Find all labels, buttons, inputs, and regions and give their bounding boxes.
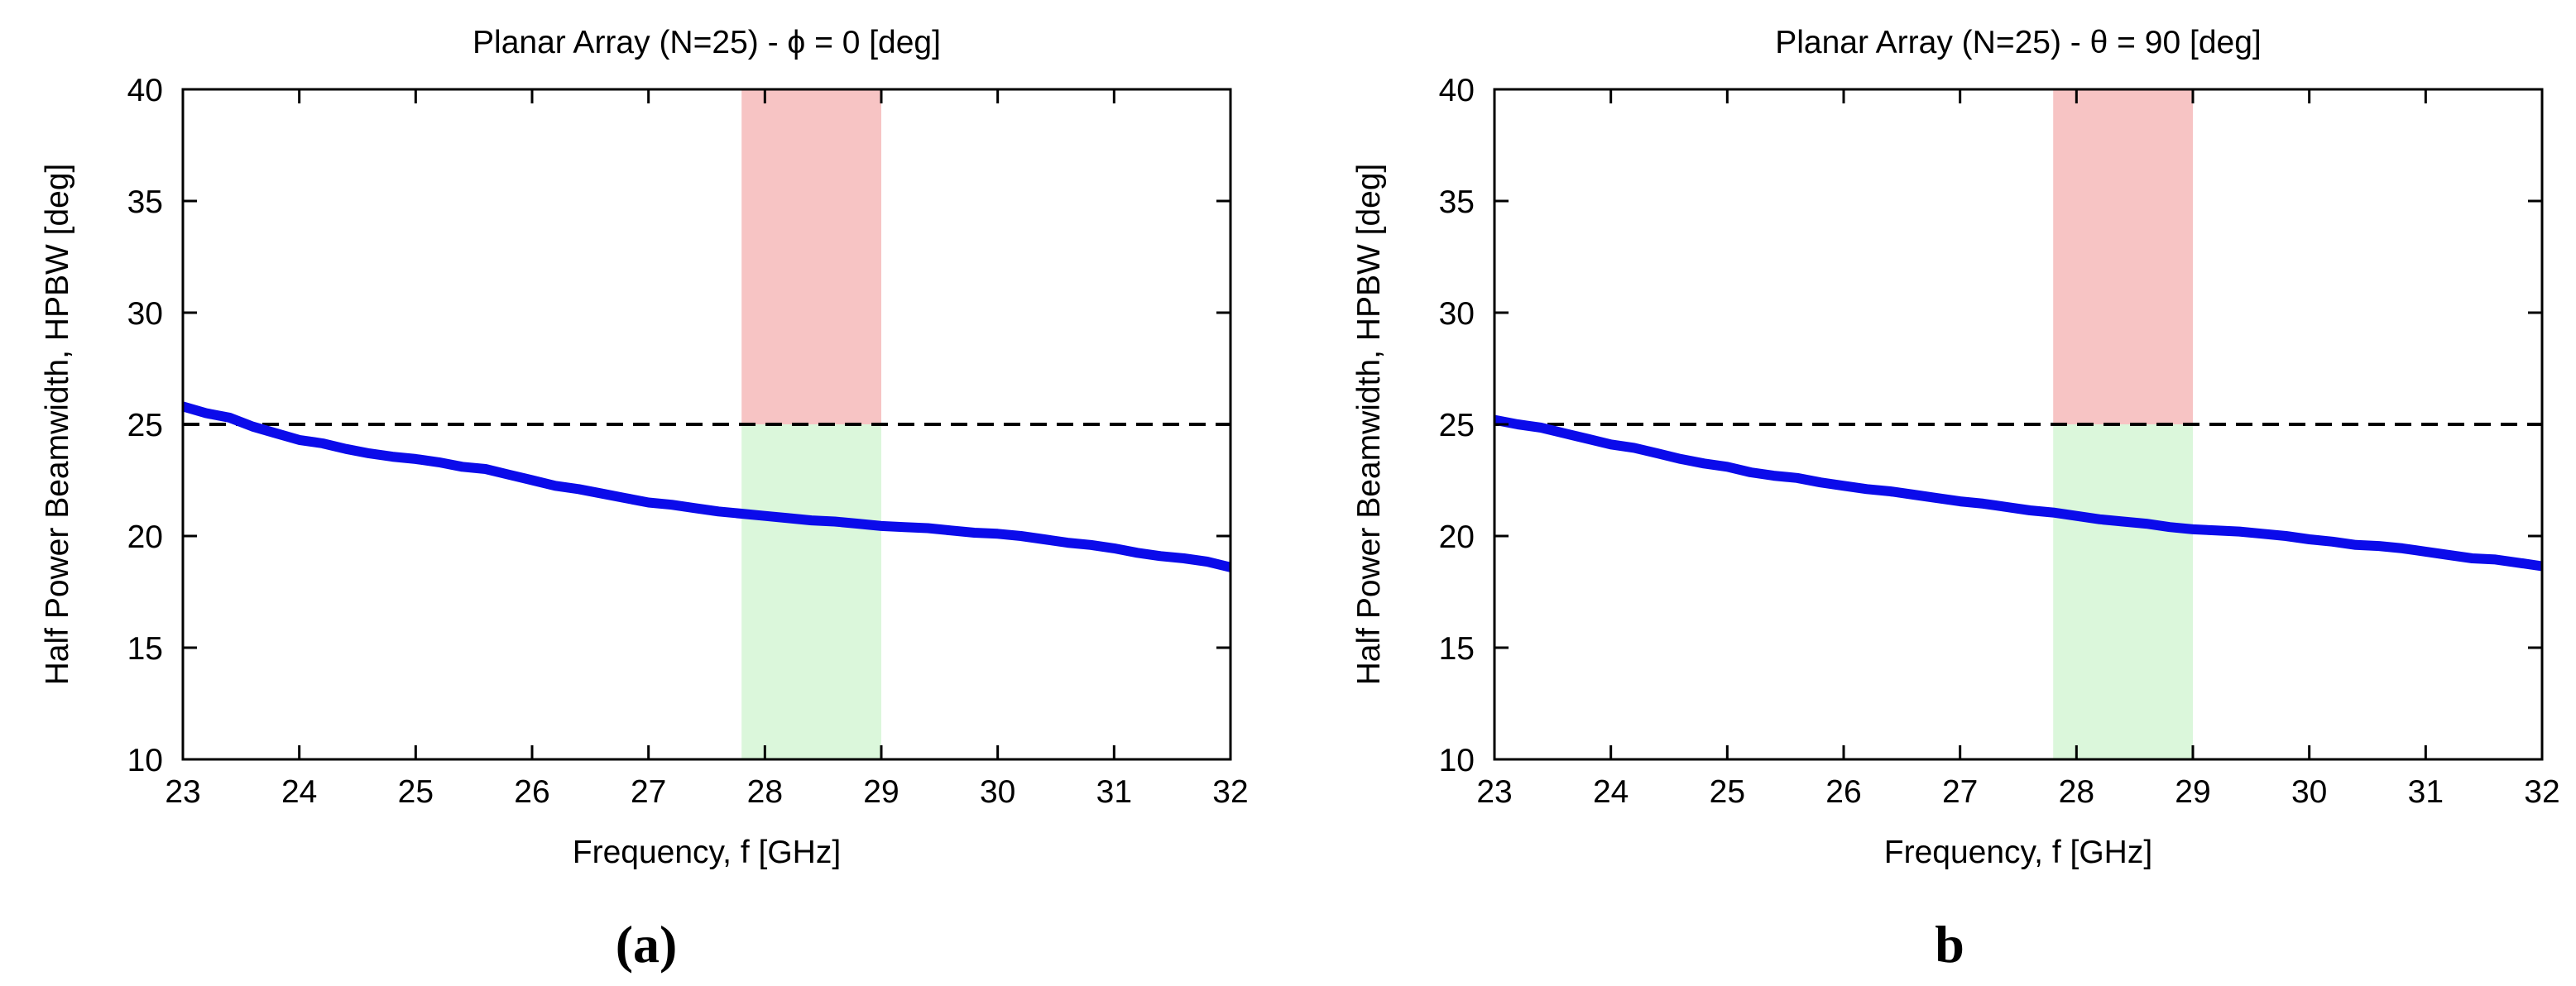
plot-frame <box>181 88 1232 761</box>
band-group <box>741 89 881 759</box>
series-line <box>1493 414 2543 572</box>
y-tick-label: 30 <box>1439 296 1475 332</box>
panel-a: Planar Array (N=25) - ϕ = 0 [deg] 23 24 25… <box>40 25 1249 974</box>
y-axis-label: Half Power Beamwidth, HPBW [deg] <box>40 164 75 686</box>
x-tick-label: 26 <box>1825 774 1861 810</box>
y-tick-label: 20 <box>1439 519 1475 555</box>
band-lower <box>2053 424 2193 759</box>
series-line <box>181 401 1232 572</box>
y-tick-label: 20 <box>127 519 163 555</box>
plot-frame <box>1493 88 2544 761</box>
y-tick-label: 35 <box>1439 184 1475 220</box>
y-tick-label: 10 <box>127 743 163 778</box>
x-tick-label: 25 <box>398 774 434 810</box>
x-tick-label: 29 <box>863 774 899 810</box>
x-tick-label: 27 <box>631 774 666 810</box>
x-axis-label: Frequency, f [GHz] <box>1884 835 2152 870</box>
y-tick-label: 10 <box>1439 743 1475 778</box>
series-group <box>181 401 1232 572</box>
x-axis-label: Frequency, f [GHz] <box>573 835 841 870</box>
x-tick-label: 25 <box>1710 774 1745 810</box>
band-upper <box>741 89 881 424</box>
series-group <box>1493 414 2543 572</box>
ticks-group: 23 24 25 26 27 28 29 30 31 32 10 15 20 25 30 35 40 <box>1439 73 2560 810</box>
x-tick-label: 28 <box>747 774 783 810</box>
chart-title: Planar Array (N=25) - ϕ = 0 [deg] <box>473 25 941 60</box>
x-tick-label: 32 <box>2524 774 2559 810</box>
y-tick-label: 25 <box>127 408 163 443</box>
x-tick-label: 23 <box>1476 774 1512 810</box>
x-tick-label: 32 <box>1212 774 1248 810</box>
x-tick-label: 29 <box>2175 774 2210 810</box>
x-tick-label: 31 <box>1096 774 1132 810</box>
ticks-group: 23 24 25 26 27 28 29 30 31 32 10 15 20 25 30 35 40 <box>127 73 1249 810</box>
band-upper <box>2053 89 2193 424</box>
x-tick-label: 30 <box>980 774 1015 810</box>
x-tick-label: 24 <box>1593 774 1629 810</box>
x-tick-label: 24 <box>281 774 317 810</box>
y-tick-label: 25 <box>1439 408 1475 443</box>
panel-b: Planar Array (N=25) - θ = 90 [deg] 23 24 2… <box>1351 25 2560 974</box>
panel-label: (a) <box>616 915 678 974</box>
x-tick-label: 30 <box>2291 774 2327 810</box>
y-tick-label: 40 <box>1439 73 1475 108</box>
y-tick-label: 35 <box>127 184 163 220</box>
x-tick-label: 26 <box>514 774 549 810</box>
y-tick-label: 40 <box>127 73 163 108</box>
band-lower <box>741 424 881 759</box>
chart-title: Planar Array (N=25) - θ = 90 [deg] <box>1775 25 2261 60</box>
x-tick-label: 27 <box>1942 774 1978 810</box>
x-tick-label: 28 <box>2059 774 2094 810</box>
x-tick-label: 23 <box>165 774 200 810</box>
band-group <box>2053 89 2193 759</box>
y-tick-label: 15 <box>1439 631 1475 667</box>
y-axis-label: Half Power Beamwidth, HPBW [deg] <box>1351 164 1387 686</box>
x-tick-label: 31 <box>2408 774 2444 810</box>
y-tick-label: 15 <box>127 631 163 667</box>
panel-label: b <box>1935 915 1964 974</box>
y-tick-label: 30 <box>127 296 163 332</box>
